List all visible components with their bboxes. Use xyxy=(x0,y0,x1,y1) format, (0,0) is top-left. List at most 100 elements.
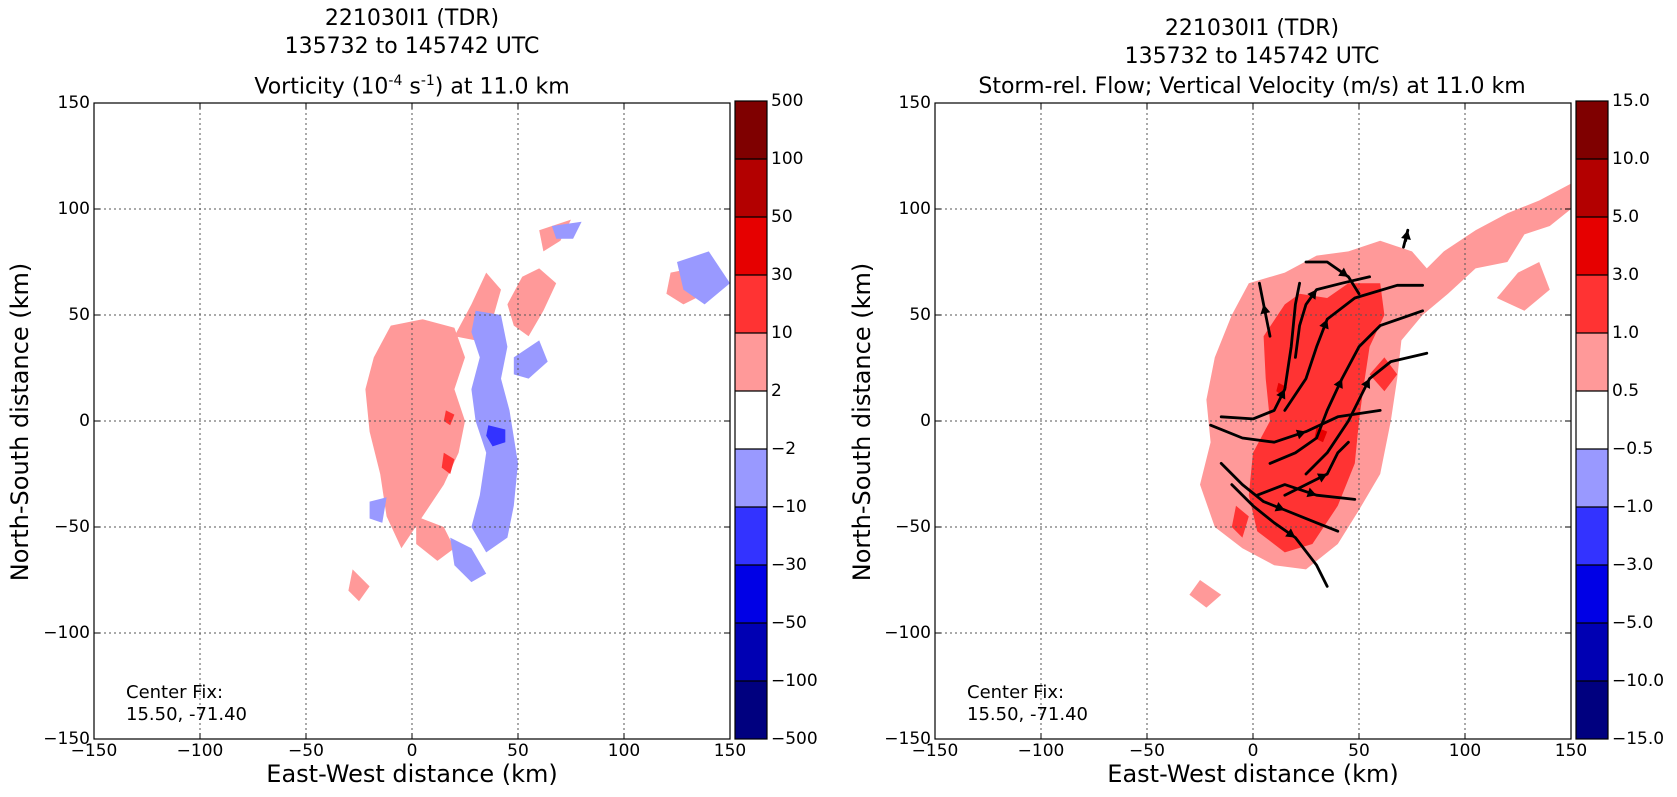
panel1-contour-region xyxy=(507,268,557,337)
panel1-contour-region xyxy=(369,497,387,523)
panel2-colorbar-segment xyxy=(1576,101,1608,160)
panel2-streamline-arrow xyxy=(1319,319,1329,330)
panel2-streamline-arrow xyxy=(1333,378,1343,389)
panel1-title-line1: 221030I1 (TDR) xyxy=(324,6,500,31)
panel2-contour-region xyxy=(1189,580,1222,608)
panel1-colorbar-tick-label: −500 xyxy=(771,729,818,749)
panel2-colorbar-segment xyxy=(1576,275,1608,334)
panel2-colorbar-segment xyxy=(1576,217,1608,276)
panel2-center-fix-value: 15.50, -71.40 xyxy=(967,704,1088,725)
panel2-colorbar-tick-label: −3.0 xyxy=(1612,555,1654,575)
panel1-colorbar-segment xyxy=(735,275,767,334)
panel1-colorbar-tick-label: 500 xyxy=(771,91,804,111)
panel2-colorbar-segment xyxy=(1576,507,1608,566)
panel1-plot xyxy=(93,102,731,740)
panel1-colorbar-segment xyxy=(735,623,767,682)
panel2-colorbar-tick-label: −0.5 xyxy=(1612,439,1654,459)
panel2-colorbar-tick-label: 15.0 xyxy=(1612,91,1650,111)
panel2-streamline xyxy=(1294,275,1371,359)
panel1-center-fix-label: Center Fix: xyxy=(126,682,224,703)
panel1-ytick-label: 150 xyxy=(57,93,90,113)
panel2-xtick-label: 150 xyxy=(1554,741,1588,761)
panel2-streamline xyxy=(1219,462,1340,533)
panel1-colorbar-segment xyxy=(735,391,767,450)
panel1-colorbar xyxy=(734,100,768,740)
panel2-ytick-label: 50 xyxy=(909,305,931,325)
panel1-colorbar-segment xyxy=(735,101,767,160)
panel1-ytick-label: 50 xyxy=(68,305,90,325)
panel2-colorbar-tick-label: −1.0 xyxy=(1612,497,1654,517)
panel1-colorbar-tick-label: −50 xyxy=(771,613,807,633)
panel2-xtick-label: −50 xyxy=(1129,741,1165,761)
panel1-xlabel: East-West distance (km) xyxy=(266,760,558,788)
panel1-ylabel: North-South distance (km) xyxy=(6,262,34,582)
panel2-streamline-arrow xyxy=(1338,267,1349,277)
panel2-title-line2: 135732 to 145742 UTC xyxy=(1124,44,1380,69)
panel1-colorbar-tick-label: −30 xyxy=(771,555,807,575)
panel2-contour-region xyxy=(1369,357,1398,392)
panel2-ytick-label: 0 xyxy=(920,411,931,431)
panel1-colorbar-tick-label: 100 xyxy=(771,149,804,169)
panel2-streamline-arrow xyxy=(1401,230,1411,241)
panel1-colorbar-segment xyxy=(735,217,767,276)
panel1-ytick-label: 0 xyxy=(79,411,90,431)
panel1-contour-region xyxy=(513,340,548,379)
panel1-colorbar-segment xyxy=(735,681,767,740)
panel1-center-fix-value: 15.50, -71.40 xyxy=(126,704,247,725)
panel1-xtick-label: 0 xyxy=(406,741,418,761)
panel1-colorbar-tick-label: 10 xyxy=(771,323,793,343)
panel2-streamline-arrow xyxy=(1260,304,1271,315)
panel1-ytick-label: −150 xyxy=(43,729,90,749)
panel1-contour-region xyxy=(450,537,487,583)
panel2-center-fix: Center Fix: 15.50, -71.40 xyxy=(967,682,1088,726)
panel1-xtick-label: −150 xyxy=(70,741,118,761)
panel2-xlabel: East-West distance (km) xyxy=(1107,760,1399,788)
panel2-colorbar-segment xyxy=(1576,623,1608,682)
panel1-colorbar-segment xyxy=(735,507,767,566)
panel2-colorbar-segment xyxy=(1576,449,1608,508)
panel2-xtick-label: 0 xyxy=(1247,741,1259,761)
panel1-contour-region xyxy=(365,319,465,549)
panel2-xtick-label: 50 xyxy=(1348,741,1370,761)
panel1-title-line2: 135732 to 145742 UTC xyxy=(284,34,540,59)
panel1-colorbar-segment xyxy=(735,159,767,218)
panel2-streamline-arrow xyxy=(1307,289,1317,300)
panel2-streamline-arrow xyxy=(1306,487,1317,498)
panel2-colorbar xyxy=(1575,100,1609,740)
panel1-ytick-label: −50 xyxy=(54,517,90,537)
panel1-contour-region xyxy=(677,251,730,305)
panel1-colorbar-tick-label: −2 xyxy=(771,439,797,459)
panel2-colorbar-tick-label: −10.0 xyxy=(1612,671,1665,691)
panel2-ytick-label: −100 xyxy=(884,623,931,643)
panel2-colorbar-tick-label: 10.0 xyxy=(1612,149,1650,169)
panel2-streamline xyxy=(1304,351,1429,476)
panel1-contour-region xyxy=(416,516,455,561)
panel2-streamline-arrow xyxy=(1361,378,1371,389)
panel2-streamline xyxy=(1230,483,1329,588)
panel1-colorbar-tick-label: 2 xyxy=(771,381,782,401)
panel2-streamline-arrow xyxy=(1274,502,1285,512)
panel2-streamline xyxy=(1304,260,1361,296)
panel2-colorbar-tick-label: −15.0 xyxy=(1612,729,1665,749)
panel1-colorbar-segment xyxy=(735,333,767,392)
panel1-colorbar-segment xyxy=(735,449,767,508)
panel1-xtick-label: −100 xyxy=(176,741,224,761)
panel2-streamline-arrow xyxy=(1316,473,1328,483)
panel2-colorbar-segment xyxy=(1576,391,1608,450)
panel1-contour-region xyxy=(443,410,455,426)
panel1-colorbar-tick-label: −10 xyxy=(771,497,807,517)
panel1-colorbar-tick-label: 50 xyxy=(771,207,793,227)
panel1-colorbar-frame xyxy=(734,100,768,740)
panel2-title-line1: 221030I1 (TDR) xyxy=(1164,16,1340,41)
panel1-xtick-label: 150 xyxy=(713,741,747,761)
panel1-ytick-label: −100 xyxy=(43,623,90,643)
panel2-xtick-label: −100 xyxy=(1017,741,1065,761)
panel1-contour-region xyxy=(454,272,501,341)
panel2-streamline-arrow xyxy=(1295,429,1306,440)
panel1-colorbar-tick-label: 30 xyxy=(771,265,793,285)
panel2-ytick-label: 100 xyxy=(898,199,931,219)
panel2-ytick-label: −150 xyxy=(884,729,931,749)
panel2-contour-region xyxy=(1496,262,1550,311)
panel2-colorbar-tick-label: 0.5 xyxy=(1612,381,1640,401)
